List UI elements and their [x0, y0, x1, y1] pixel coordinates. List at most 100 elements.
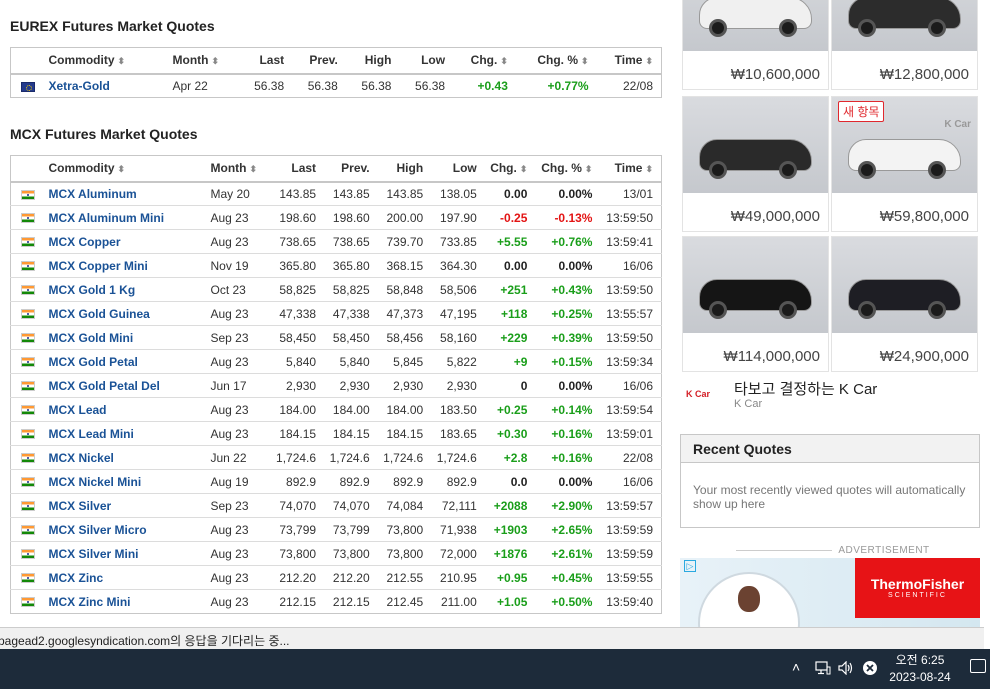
col-chgp-header[interactable]: Chg. % ⬍ — [535, 155, 601, 183]
commodity-link[interactable]: MCX Zinc — [44, 565, 207, 590]
month-cell: Nov 19 — [206, 253, 271, 278]
recent-quotes-title: Recent Quotes — [681, 435, 979, 463]
col-commodity-header[interactable]: Commodity ⬍ — [44, 155, 207, 183]
flag-cell — [10, 301, 45, 326]
chevron-up-icon[interactable]: ˄ — [792, 659, 801, 675]
time-cell: 22/08 — [600, 445, 662, 470]
ad-subtitle: K Car — [734, 398, 763, 410]
col-time-header[interactable]: Time ⬍ — [596, 47, 662, 75]
car-wheel-image — [928, 19, 946, 37]
chg-cell: +2.8 — [484, 445, 536, 470]
high-cell: 74,084 — [377, 493, 432, 518]
prev-cell: 212.20 — [324, 565, 378, 590]
commodity-link[interactable]: Xetra-Gold — [48, 78, 110, 93]
commodity-link[interactable]: MCX Nickel — [44, 445, 207, 470]
high-cell: 892.9 — [377, 469, 432, 494]
chg-cell: 0.00 — [484, 253, 536, 278]
commodity-link[interactable]: MCX Gold Guinea — [44, 301, 207, 326]
sort-icon: ⬍ — [500, 56, 508, 67]
car-ad-card[interactable]: ₩49,000,000 — [682, 96, 829, 232]
commodity-link[interactable]: MCX Gold 1 Kg — [44, 277, 207, 302]
col-chg-header[interactable]: Chg. ⬍ — [484, 155, 536, 183]
clock-date: 2023-08-24 — [889, 670, 951, 684]
car-price: ₩59,800,000 — [879, 208, 969, 225]
commodity-link[interactable]: MCX Copper — [44, 229, 207, 254]
chgp-cell: +0.77% — [547, 78, 589, 93]
last-cell: 56.38 — [254, 78, 285, 93]
commodity-link[interactable]: MCX Silver Micro — [44, 517, 207, 542]
india-flag-icon — [21, 573, 35, 584]
commodity-link[interactable]: MCX Gold Petal — [44, 349, 207, 374]
new-item-badge: 새 항목 — [838, 101, 885, 122]
commodity-link[interactable]: MCX Gold Mini — [44, 325, 207, 350]
commodity-link[interactable]: MCX Silver — [44, 493, 207, 518]
col-prev-header: Prev. — [292, 47, 346, 75]
taskbar-clock[interactable]: 오전 6:25 2023-08-24 — [870, 652, 970, 686]
car-ad-card[interactable]: ₩10,600,000 — [682, 0, 829, 90]
commodity-link[interactable]: MCX Silver Mini — [44, 541, 207, 566]
col-chg-header[interactable]: Chg. ⬍ — [453, 47, 516, 75]
table-row: MCX Gold Petal Del Jun 17 2,930 2,930 2,930 2… — [10, 373, 662, 398]
flag-cell — [10, 493, 45, 518]
month-cell: Sep 23 — [206, 493, 271, 518]
high-cell: 1,724.6 — [377, 445, 432, 470]
car-wheel-image — [779, 19, 797, 37]
notification-icon[interactable] — [970, 659, 986, 673]
sort-icon: ⬍ — [117, 56, 126, 67]
car-wheel-image — [858, 161, 876, 179]
network-icon[interactable] — [815, 661, 831, 675]
month-cell: Aug 23 — [210, 594, 249, 609]
time-cell: 13:59:41 — [600, 229, 662, 254]
thermofisher-ad-banner[interactable]: ▷ ThermoFisher SCIENTIFIC — [680, 558, 980, 627]
month-cell: Sep 23 — [206, 325, 271, 350]
col-commodity-header[interactable]: Commodity ⬍ — [44, 47, 169, 75]
car-ad-card[interactable]: ₩114,000,000 — [682, 236, 829, 372]
car-ad-card[interactable]: ₩12,800,000 — [831, 0, 978, 90]
kcar-watermark: K Car — [944, 119, 971, 130]
high-cell: 73,800 — [377, 517, 432, 542]
ad-title[interactable]: 타보고 결정하는 K Car — [734, 381, 878, 398]
ime-icon[interactable] — [862, 660, 878, 676]
chgp-cell: +0.15% — [535, 349, 601, 374]
flag-cell — [10, 277, 45, 302]
commodity-link[interactable]: MCX Copper Mini — [44, 253, 207, 278]
kcar-ad-caption[interactable]: K Car 타보고 결정하는 K Car K Car — [684, 376, 984, 416]
col-month-header[interactable]: Month ⬍ — [206, 155, 271, 183]
car-photo — [683, 97, 828, 193]
low-cell: 2,930 — [431, 373, 485, 398]
month-cell: Apr 22 — [172, 78, 208, 93]
chg-cell: +118 — [484, 301, 536, 326]
table-row: MCX Zinc Mini Aug 23 212.15 212.15 212.45 211… — [11, 590, 662, 614]
commodity-link[interactable]: MCX Lead — [44, 397, 207, 422]
high-cell: 5,845 — [377, 349, 432, 374]
car-ad-card[interactable]: ₩24,900,000 — [831, 236, 978, 372]
commodity-link[interactable]: MCX Gold Petal Del — [44, 373, 207, 398]
month-cell: Aug 19 — [206, 469, 271, 494]
prev-cell: 47,338 — [324, 301, 378, 326]
car-ad-card[interactable]: 새 항목 K Car ₩59,800,000 — [831, 96, 978, 232]
high-cell: 143.85 — [377, 181, 432, 206]
commodity-link[interactable]: MCX Nickel Mini — [44, 469, 207, 494]
last-cell: 184.15 — [270, 421, 325, 446]
high-cell: 58,456 — [377, 325, 432, 350]
col-month-header[interactable]: Month ⬍ — [168, 47, 239, 75]
table-row: MCX Copper Mini Nov 19 365.80 365.80 368.15 3… — [10, 253, 662, 278]
col-time-header[interactable]: Time ⬍ — [600, 155, 662, 183]
low-cell: 72,111 — [431, 493, 485, 518]
chgp-cell: +0.14% — [535, 397, 601, 422]
commodity-link[interactable]: MCX Lead Mini — [44, 421, 207, 446]
commodity-link[interactable]: MCX Zinc Mini — [48, 594, 131, 609]
commodity-link[interactable]: MCX Aluminum — [44, 181, 207, 206]
commodity-link[interactable]: MCX Aluminum Mini — [44, 205, 207, 230]
chg-cell: 0.00 — [484, 181, 536, 206]
ad-choices-icon[interactable]: ▷ — [684, 560, 696, 572]
time-cell: 13:59:55 — [600, 565, 662, 590]
time-cell: 13:55:57 — [600, 301, 662, 326]
col-chgp-header[interactable]: Chg. % ⬍ — [515, 47, 597, 75]
clock-time: 오전 6:25 — [895, 653, 945, 667]
chg-cell: +9 — [484, 349, 536, 374]
india-flag-icon — [21, 213, 35, 224]
high-cell: 184.15 — [377, 421, 432, 446]
volume-icon[interactable] — [838, 661, 854, 675]
chgp-cell: +0.43% — [535, 277, 601, 302]
